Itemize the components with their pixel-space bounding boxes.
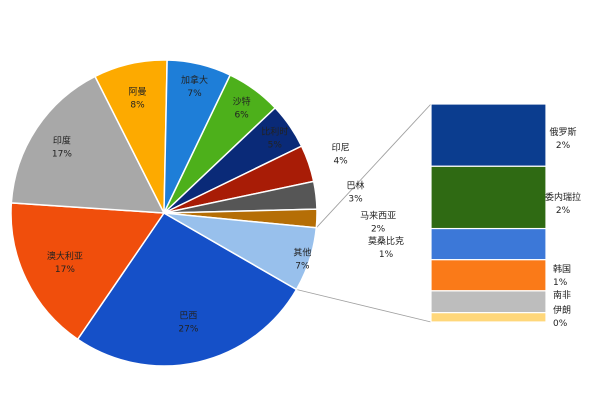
bar-value: 2% (556, 141, 571, 151)
bar-label: 委内瑞拉 (545, 191, 581, 203)
slice-label: 马来西亚 (360, 211, 396, 222)
slice-value: 2% (371, 225, 386, 235)
slice-label: 阿曼 (128, 87, 146, 98)
slice-label: 加拿大 (181, 74, 208, 86)
slice-value: 7% (295, 261, 310, 271)
bar-label: 俄罗斯 (549, 126, 576, 138)
pie-slice (10, 202, 166, 341)
pie-slice (76, 212, 298, 367)
slice-value: 3% (348, 195, 363, 205)
slice-value: 5% (268, 140, 283, 150)
bar-value: 1% (379, 250, 394, 260)
bar-segment (430, 259, 547, 292)
connector-line (315, 103, 432, 229)
slice-value: 8% (130, 101, 145, 111)
pie-slice (10, 75, 166, 214)
stacked-bar (430, 103, 547, 323)
bar-label: 韩国 (553, 263, 571, 275)
slice-label: 其他 (293, 246, 311, 258)
slice-label: 比利时 (261, 125, 288, 137)
bar-segment (430, 290, 547, 314)
bar-segment (430, 103, 547, 167)
bar-label: 莫桑比克 (368, 235, 404, 247)
slice-value: 4% (333, 157, 348, 167)
bar-segment (430, 227, 547, 261)
slice-label: 巴西 (179, 310, 197, 321)
connector-lines (296, 103, 432, 323)
pie-slice (163, 212, 318, 291)
bar-value: 1% (553, 278, 568, 288)
slice-label: 巴林 (346, 180, 364, 192)
slice-value: 17% (52, 149, 72, 159)
bar-label: 伊朗 (553, 304, 571, 316)
bar-segment (430, 312, 547, 323)
pie (10, 59, 318, 367)
slice-label: 印尼 (332, 142, 350, 154)
slice-label: 沙特 (233, 96, 251, 108)
bar-value: 0% (553, 319, 568, 329)
bar-label: 南非 (553, 289, 571, 301)
slice-value: 6% (234, 111, 249, 121)
bar-segment (430, 165, 547, 230)
slice-value: 27% (178, 324, 198, 334)
bar-value: 2% (556, 206, 571, 216)
slice-value: 7% (187, 89, 202, 99)
slice-value: 17% (55, 265, 75, 275)
data-labels: 巴西 27% 澳大利亚 17% 印度 17% 阿曼 8% 加拿大 7% 沙特 6% 比利时 5% 印尼 4% 巴… (47, 74, 581, 334)
slice-label: 澳大利亚 (47, 250, 83, 262)
slice-label: 印度 (53, 134, 71, 146)
connector-line (296, 289, 432, 323)
